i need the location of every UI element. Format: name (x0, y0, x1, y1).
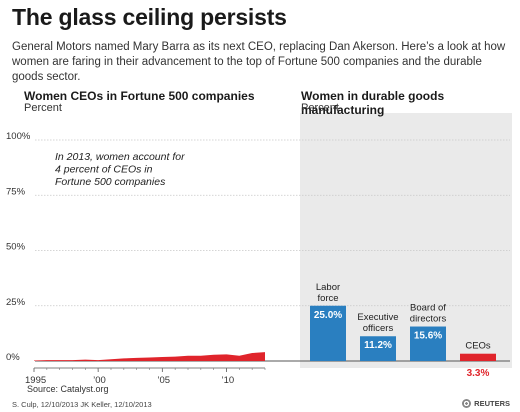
x-tick-label: 1995 (25, 375, 46, 386)
y-tick-label: 50% (6, 242, 26, 253)
y-tick-label: 100% (6, 131, 31, 142)
women-ceo-area-series (34, 352, 265, 361)
bar-category-label: Labor force (316, 282, 340, 304)
x-tick-label: ’10 (222, 375, 235, 386)
reuters-logo-icon (462, 399, 472, 408)
bar-3 (460, 353, 496, 361)
left-panel-unit: Percent (24, 102, 62, 114)
credit-line: S. Culp, 12/10/2013 JK Keller, 12/10/201… (12, 400, 152, 409)
reuters-logo-text: REUTERS (474, 399, 510, 408)
y-tick-label: 25% (6, 297, 26, 308)
x-tick-label: ’05 (157, 375, 170, 386)
bar-1 (360, 336, 396, 361)
left-panel-title: Women CEOs in Fortune 500 companies (24, 89, 255, 103)
y-tick-label: 75% (6, 186, 26, 197)
right-panel-unit: Percent (301, 102, 339, 114)
annotation: In 2013, women account for 4 percent of C… (55, 151, 185, 188)
x-tick-label: ’00 (93, 375, 106, 386)
chart-title: The glass ceiling persists (12, 4, 287, 30)
reuters-logo: REUTERS (462, 399, 510, 408)
bar-0 (310, 305, 346, 361)
bar-value-label: 15.6% (414, 331, 442, 342)
bar-2 (410, 326, 446, 361)
chart-subtitle: General Motors named Mary Barra as its n… (12, 41, 506, 83)
bar-category-label: Executive officers (357, 312, 398, 334)
bar-value-label: 11.2% (364, 340, 392, 351)
bar-value-label: 25.0% (314, 310, 342, 321)
bar-category-label: CEOs (465, 341, 491, 352)
source-note: Source: Catalyst.org (27, 384, 109, 394)
bar-category-label: Board of directors (410, 303, 447, 325)
right-panel-title: Women in durable goods manufacturing (301, 89, 445, 117)
y-tick-label: 0% (6, 352, 20, 363)
bar-value-label: 3.3% (467, 368, 490, 379)
